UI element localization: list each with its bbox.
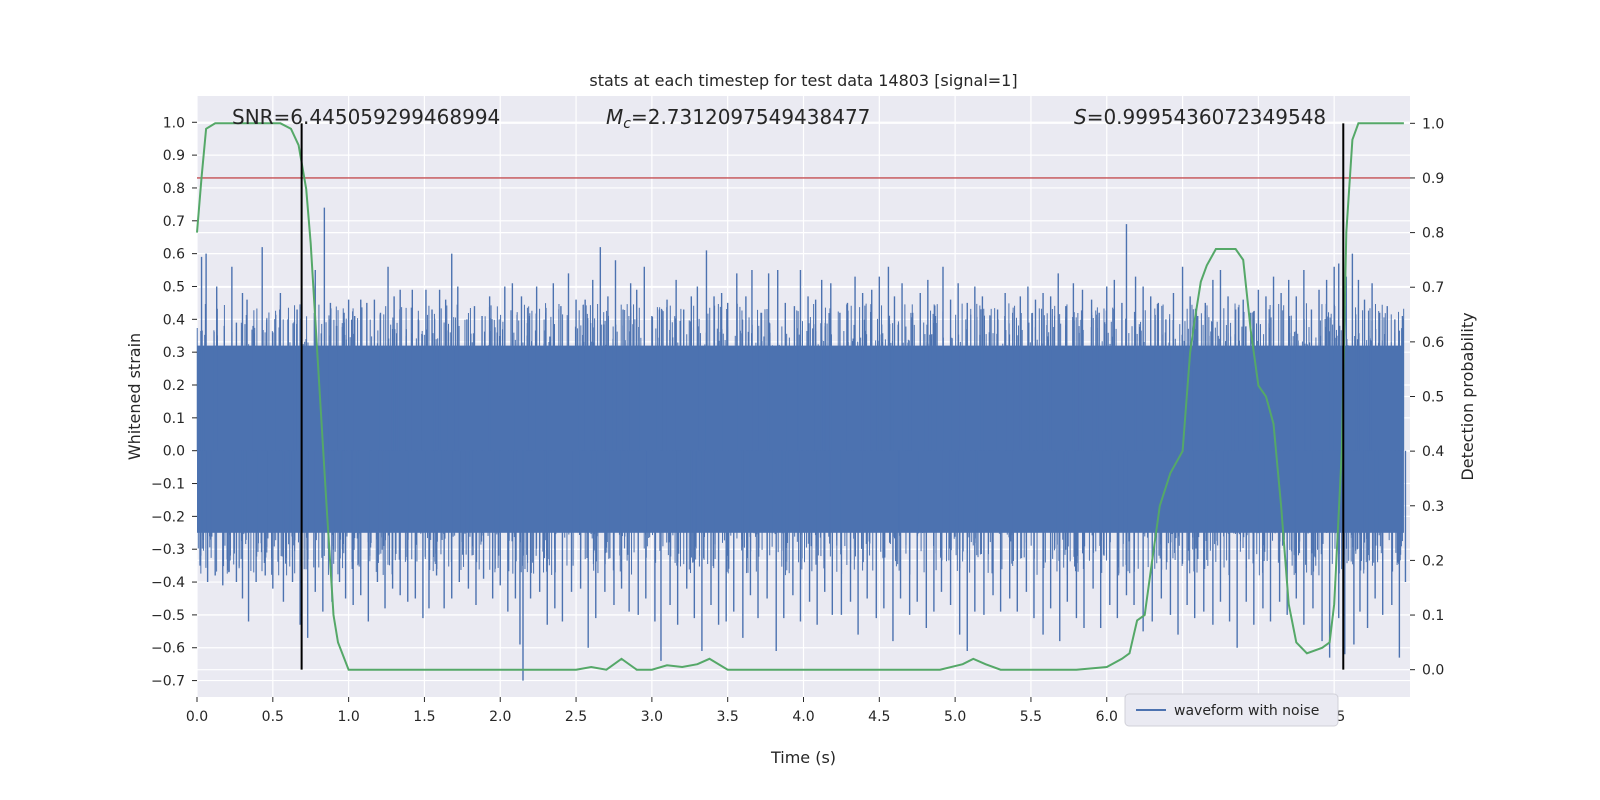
chart-title: stats at each timestep for test data 148… — [589, 71, 1017, 90]
y2-tick-label: 0.6 — [1422, 335, 1444, 351]
y-tick-label: 0.5 — [163, 279, 185, 295]
chirp-mass-value: =2.7312097549438477 — [631, 105, 870, 129]
x-tick-label: 2.5 — [565, 709, 587, 725]
chirp-mass-symbol: M — [606, 105, 623, 129]
x-tick-label: 0.5 — [262, 709, 284, 725]
strain-series — [196, 207, 1407, 681]
x-tick-label: 5.5 — [1020, 709, 1042, 725]
y2-tick-label: 0.8 — [1422, 226, 1444, 242]
y-tick-label: −0.6 — [151, 641, 185, 657]
event-marker-lines — [300, 123, 1345, 670]
score-symbol: S — [1074, 105, 1087, 129]
y-tick-label: 0.0 — [163, 444, 185, 460]
y-tick-label: 0.6 — [163, 247, 185, 263]
x-axis-label: Time (s) — [770, 748, 836, 767]
y-tick-label: 0.2 — [163, 378, 185, 394]
y-tick-label: −0.1 — [151, 477, 185, 493]
legend-label: waveform with noise — [1174, 703, 1319, 719]
y2-tick-label: 0.1 — [1422, 608, 1444, 624]
x-tick-label: 1.5 — [413, 709, 435, 725]
y-tick-label: −0.5 — [151, 608, 185, 624]
x-tick-label: 5.0 — [944, 709, 966, 725]
x-tick-label: 3.0 — [641, 709, 663, 725]
x-tick-label: 4.5 — [868, 709, 890, 725]
y-tick-label: 0.4 — [163, 312, 185, 328]
x-tick-label: 6.0 — [1096, 709, 1118, 725]
x-tick-label: 0.0 — [186, 709, 208, 725]
legend-box — [1124, 693, 1339, 727]
chirp-mass-annotation: Mc=2.7312097549438477 — [606, 105, 870, 132]
y2-tick-label: 0.7 — [1422, 280, 1444, 296]
y-tick-label: 0.3 — [163, 345, 185, 361]
y-tick-label: −0.2 — [151, 509, 185, 525]
x-tick-label: 2.0 — [489, 709, 511, 725]
y2-tick-label: 0.3 — [1422, 499, 1444, 515]
legend: waveform with noise — [1124, 693, 1339, 727]
x-tick-label: 3.5 — [717, 709, 739, 725]
y-tick-label: 0.8 — [163, 181, 185, 197]
y-tick-label: −0.3 — [151, 542, 185, 558]
y2-tick-label: 0.2 — [1422, 553, 1444, 569]
y2-tick-label: 0.0 — [1422, 663, 1444, 679]
score-value: =0.9995436072349548 — [1087, 105, 1326, 129]
y2-axis-label: Detection probability — [1458, 312, 1477, 480]
y-tick-label: 0.7 — [163, 214, 185, 230]
y-tick-label: −0.4 — [151, 575, 185, 591]
y2-tick-label: 0.5 — [1422, 390, 1444, 406]
y-axis-label: Whitened strain — [125, 333, 144, 460]
snr-annotation: SNR=6.445059299468994 — [232, 105, 500, 129]
detection-probability-line — [196, 122, 1404, 671]
y-tick-label: 0.1 — [163, 411, 185, 427]
score-annotation: S=0.9995436072349548 — [1074, 105, 1326, 129]
y2-tick-label: 0.4 — [1422, 444, 1444, 460]
y-tick-label: −0.7 — [151, 674, 185, 690]
x-tick-label: 4.0 — [792, 709, 814, 725]
y2-tick-label: 1.0 — [1422, 116, 1444, 132]
chirp-mass-subscript: c — [623, 116, 631, 132]
y2-tick-label: 0.9 — [1422, 171, 1444, 187]
x-tick-label: 1.0 — [337, 709, 359, 725]
y-tick-label: 1.0 — [163, 115, 185, 131]
y-tick-label: 0.9 — [163, 148, 185, 164]
axis-ticks: 0.00.51.01.52.02.53.03.54.04.55.05.56.06… — [151, 115, 1444, 725]
